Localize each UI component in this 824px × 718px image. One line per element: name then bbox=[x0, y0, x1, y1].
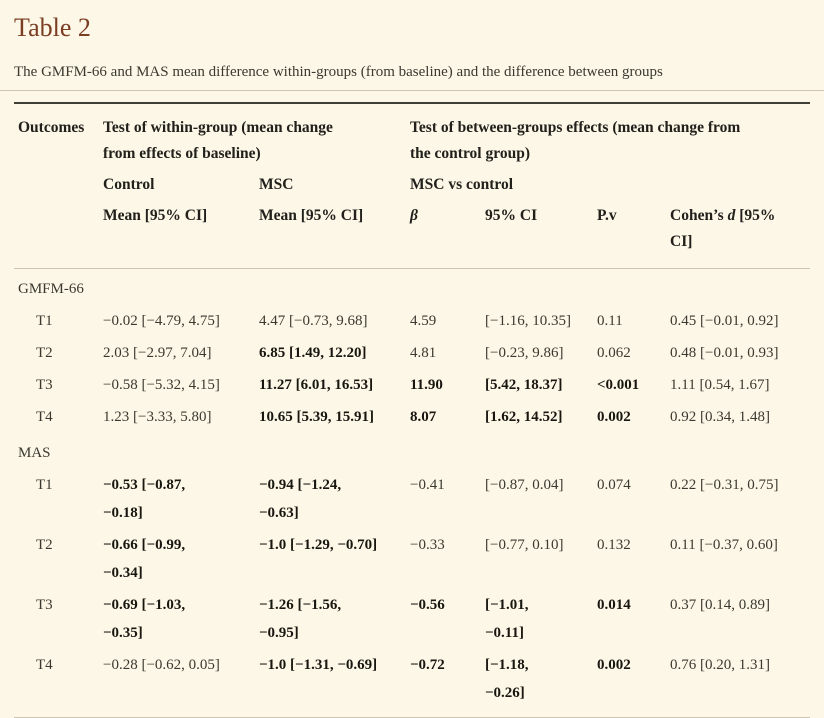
cell-pv: 0.132 bbox=[597, 537, 631, 553]
cell-beta: −0.56 bbox=[410, 597, 445, 613]
cell-time: T4 bbox=[36, 409, 53, 425]
header-pv: P.v bbox=[597, 198, 670, 269]
header-between-groups: Test of between-groups effects (mean cha… bbox=[410, 119, 741, 162]
section-label: MAS bbox=[18, 445, 51, 461]
cell-control-mean: −0.69 [−1.03, −0.35] bbox=[103, 597, 186, 641]
cell-cohens-d: 0.48 [−0.01, 0.93] bbox=[670, 345, 779, 361]
cell-control-mean: 1.23 [−3.33, 5.80] bbox=[103, 409, 212, 425]
cell-msc-mean: 6.85 [1.49, 12.20] bbox=[259, 345, 367, 361]
header-columns-row: Mean [95% CI] Mean [95% CI] β 95% CI P.v… bbox=[14, 198, 810, 269]
cohens-d-symbol: d bbox=[727, 207, 736, 224]
cell-beta: −0.33 bbox=[410, 537, 445, 553]
cell-beta: 4.81 bbox=[410, 345, 437, 361]
cell-beta: 4.59 bbox=[410, 313, 437, 329]
cell-beta: −0.72 bbox=[410, 649, 485, 718]
header-msc-vs-control: MSC vs control bbox=[410, 176, 514, 193]
cell-msc-mean: 11.27 [6.01, 16.53] bbox=[259, 377, 374, 393]
header-mean-ci-control: Mean [95% CI] bbox=[103, 198, 259, 269]
cell-time: T1 bbox=[36, 313, 53, 329]
cell-time: T2 bbox=[36, 345, 53, 361]
cell-msc-mean: −1.0 [−1.31, −0.69] bbox=[259, 649, 410, 718]
header-beta: β bbox=[410, 198, 485, 269]
header-95ci: 95% CI bbox=[485, 198, 597, 269]
cell-msc-mean: −1.0 [−1.29, −0.70] bbox=[259, 537, 378, 553]
table-row: T4 −0.28 [−0.62, 0.05] −1.0 [−1.31, −0.6… bbox=[14, 649, 810, 718]
header-mean-ci-msc: Mean [95% CI] bbox=[259, 198, 410, 269]
section-label: GMFM-66 bbox=[18, 281, 84, 297]
table-row: T1 −0.53 [−0.87, −0.18] −0.94 [−1.24, −0… bbox=[14, 469, 810, 529]
cell-time: T2 bbox=[36, 537, 53, 553]
cell-msc-mean: 4.47 [−0.73, 9.68] bbox=[259, 313, 368, 329]
table-row: T4 1.23 [−3.33, 5.80] 10.65 [5.39, 15.91… bbox=[14, 401, 810, 433]
results-table-wrap: Outcomes Test of within-group (mean chan… bbox=[14, 102, 810, 718]
header-outcomes: Outcomes bbox=[14, 104, 103, 269]
table-row: T3 −0.58 [−5.32, 4.15] 11.27 [6.01, 16.5… bbox=[14, 369, 810, 401]
cell-ci: [−1.16, 10.35] bbox=[485, 313, 571, 329]
cell-ci: [−0.23, 9.86] bbox=[485, 345, 564, 361]
cell-cohens-d: 1.11 [0.54, 1.67] bbox=[670, 377, 770, 393]
header-control: Control bbox=[103, 176, 155, 193]
cell-control-mean: 2.03 [−2.97, 7.04] bbox=[103, 345, 212, 361]
cell-control-mean: −0.58 [−5.32, 4.15] bbox=[103, 377, 220, 393]
cell-ci: [−0.77, 0.10] bbox=[485, 537, 564, 553]
cell-msc-mean: 10.65 [5.39, 15.91] bbox=[259, 409, 374, 425]
cell-ci: [−1.01, −0.11] bbox=[485, 597, 529, 641]
cohens-label-prefix: Cohen’s bbox=[670, 207, 728, 224]
cell-cohens-d: 0.11 [−0.37, 0.60] bbox=[670, 537, 778, 553]
section-row-gmfm66: GMFM-66 bbox=[14, 269, 810, 306]
header-group-row: Outcomes Test of within-group (mean chan… bbox=[14, 104, 810, 269]
cell-ci: [5.42, 18.37] bbox=[485, 377, 563, 393]
cell-pv: 0.002 bbox=[597, 409, 631, 425]
cell-pv: 0.11 bbox=[597, 313, 623, 329]
caption-divider bbox=[0, 90, 824, 91]
cohens-label-suffix: [95% CI] bbox=[670, 207, 776, 250]
page-title: Table 2 bbox=[14, 13, 91, 42]
cell-control-mean: −0.53 [−0.87, −0.18] bbox=[103, 477, 186, 521]
cell-msc-mean: −1.26 [−1.56, −0.95] bbox=[259, 597, 342, 641]
cell-pv: 0.002 bbox=[597, 649, 670, 718]
cell-ci: [−1.18, −0.26] bbox=[485, 649, 597, 718]
header-cohens-d: Cohen’s d [95% CI] bbox=[670, 198, 810, 269]
header-subgroup-row: Control MSC MSC vs control bbox=[14, 167, 810, 198]
cell-cohens-d: 0.76 [0.20, 1.31] bbox=[670, 649, 810, 718]
cell-ci: [−0.87, 0.04] bbox=[485, 477, 564, 493]
cell-control-mean: −0.28 [−0.62, 0.05] bbox=[103, 649, 259, 718]
table-row: T2 −0.66 [−0.99, −0.34] −1.0 [−1.29, −0.… bbox=[14, 529, 810, 589]
cell-beta: −0.41 bbox=[410, 477, 445, 493]
results-table-body: GMFM-66 T1 −0.02 [−4.79, 4.75] 4.47 [−0.… bbox=[14, 269, 810, 718]
cell-control-mean: −0.66 [−0.99, −0.34] bbox=[103, 537, 186, 581]
cell-cohens-d: 0.45 [−0.01, 0.92] bbox=[670, 313, 779, 329]
results-table-head: Outcomes Test of within-group (mean chan… bbox=[14, 104, 810, 269]
header-within-group: Test of within-group (mean change from e… bbox=[103, 119, 333, 162]
cell-beta: 11.90 bbox=[410, 377, 443, 393]
cell-time: T3 bbox=[36, 377, 53, 393]
cell-control-mean: −0.02 [−4.79, 4.75] bbox=[103, 313, 220, 329]
cell-time: T4 bbox=[14, 649, 103, 718]
cell-cohens-d: 0.92 [0.34, 1.48] bbox=[670, 409, 770, 425]
table-row: T1 −0.02 [−4.79, 4.75] 4.47 [−0.73, 9.68… bbox=[14, 305, 810, 337]
cell-ci: [1.62, 14.52] bbox=[485, 409, 563, 425]
table-caption: The GMFM-66 and MAS mean difference with… bbox=[14, 64, 663, 80]
cell-pv: 0.074 bbox=[597, 477, 631, 493]
cell-msc-mean: −0.94 [−1.24, −0.63] bbox=[259, 477, 342, 521]
cell-time: T3 bbox=[36, 597, 53, 613]
cell-pv: 0.062 bbox=[597, 345, 631, 361]
section-row-mas: MAS bbox=[14, 433, 810, 469]
table-row: T3 −0.69 [−1.03, −0.35] −1.26 [−1.56, −0… bbox=[14, 589, 810, 649]
header-msc: MSC bbox=[259, 176, 294, 193]
table-row: T2 2.03 [−2.97, 7.04] 6.85 [1.49, 12.20]… bbox=[14, 337, 810, 369]
cell-cohens-d: 0.37 [0.14, 0.89] bbox=[670, 597, 770, 613]
cell-beta: 8.07 bbox=[410, 409, 437, 425]
cell-pv: 0.014 bbox=[597, 597, 631, 613]
cell-pv: <0.001 bbox=[597, 377, 640, 393]
results-table: Outcomes Test of within-group (mean chan… bbox=[14, 104, 810, 718]
cell-time: T1 bbox=[36, 477, 53, 493]
cell-cohens-d: 0.22 [−0.31, 0.75] bbox=[670, 477, 779, 493]
